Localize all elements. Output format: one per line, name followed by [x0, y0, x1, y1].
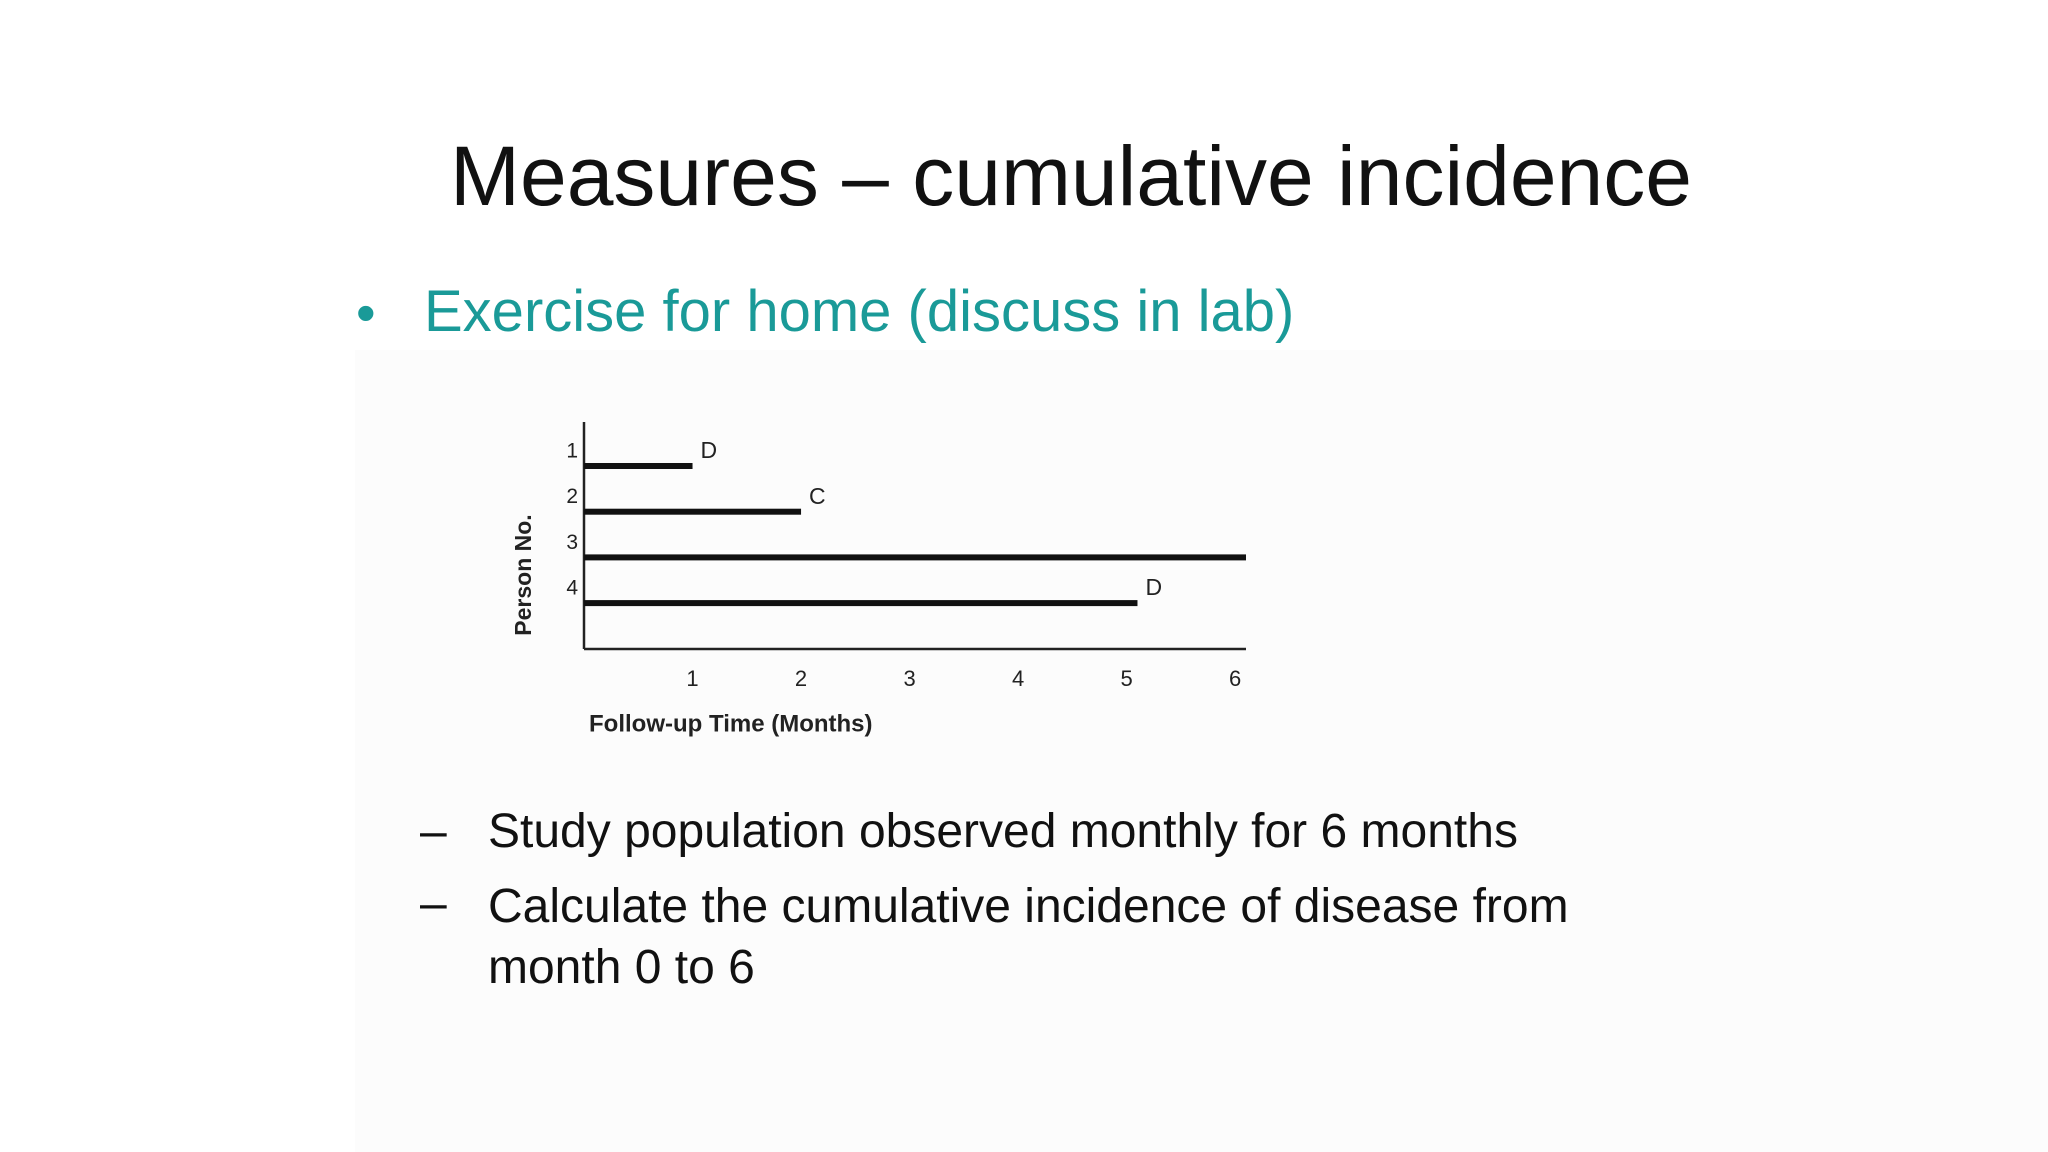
annotation: D — [1145, 574, 1162, 600]
dash: – — [420, 877, 447, 930]
y-axis-label: Person No. — [510, 514, 536, 635]
y-tick-label: 3 — [566, 531, 578, 554]
y-tick-label: 4 — [566, 577, 578, 600]
annotation: C — [809, 483, 826, 509]
bar — [584, 554, 1246, 561]
bar — [584, 600, 1138, 607]
bar — [584, 508, 802, 515]
y-tick-label: 2 — [566, 485, 578, 508]
x-axis-label: Follow-up Time (Months) — [589, 710, 873, 737]
slide-title: Measures – cumulative incidence — [450, 129, 1692, 223]
x-tick-label: 2 — [795, 666, 807, 691]
bullet-dot: • — [356, 281, 376, 344]
x-tick-label: 5 — [1120, 666, 1132, 691]
x-tick-label: 4 — [1012, 666, 1024, 691]
annotation: D — [701, 437, 718, 463]
x-tick-label: 1 — [686, 666, 698, 691]
sub-bullet: Study population observed monthly for 6 … — [488, 805, 1518, 858]
dash: – — [420, 805, 447, 858]
bullet: Exercise for home (discuss in lab) — [424, 279, 1295, 344]
x-tick-label: 6 — [1229, 666, 1241, 691]
sub-bullet: Calculate the cumulative incidence of di… — [488, 880, 1569, 994]
x-tick-label: 3 — [903, 666, 915, 691]
backdrop — [355, 350, 2048, 1152]
bar — [584, 463, 693, 469]
y-tick-label: 1 — [566, 440, 578, 463]
